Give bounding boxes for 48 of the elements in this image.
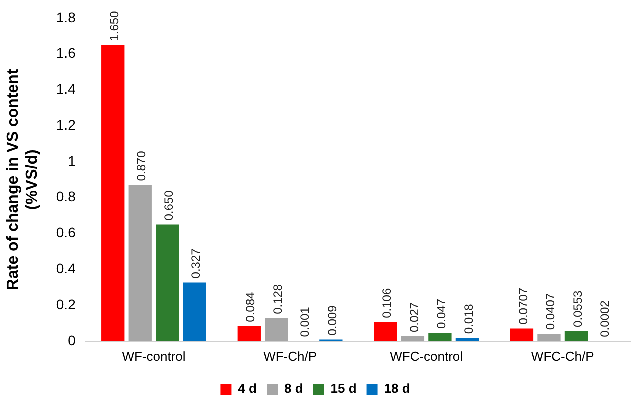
bar — [265, 318, 288, 342]
y-axis-title: Rate of change in VS content (%VS/d) — [5, 68, 42, 291]
bar — [564, 331, 588, 342]
bar — [510, 328, 534, 342]
bar — [401, 336, 425, 342]
data-label: 0.327 — [189, 248, 204, 279]
x-tick-label: WF-control — [122, 348, 186, 364]
bar — [238, 326, 261, 342]
data-label: 0.0407 — [544, 293, 558, 330]
y-tick-label: 0.2 — [56, 296, 76, 312]
bar — [428, 332, 452, 342]
data-label: 0.001 — [298, 306, 312, 338]
y-tick-label: 1.4 — [56, 81, 76, 98]
y-tick-label: 0.6 — [56, 224, 76, 241]
bar — [538, 334, 561, 342]
bar — [156, 224, 180, 342]
bar — [128, 185, 152, 342]
y-tick-label: 1.2 — [56, 116, 76, 133]
data-label: 0.0707 — [516, 288, 530, 325]
x-tick-label: WF-Ch/P — [264, 348, 318, 364]
data-label: 0.018 — [462, 304, 476, 334]
y-tick-label: 1.6 — [56, 45, 76, 62]
data-label: 0.650 — [162, 190, 176, 221]
data-label: 1.650 — [107, 10, 122, 42]
bar — [183, 282, 206, 342]
x-tick-label: WFC-Ch/P — [531, 348, 594, 364]
data-label: 0.084 — [244, 292, 258, 322]
data-label: 0.0553 — [570, 290, 585, 328]
legend-label: 15 d — [330, 381, 357, 396]
y-tick-label: 1.8 — [56, 9, 76, 26]
legend-label: 4 d — [238, 381, 258, 396]
data-label: 0.106 — [380, 288, 394, 318]
bar — [102, 45, 125, 342]
bar — [374, 322, 398, 342]
data-label: 0.047 — [434, 298, 449, 329]
legend-label: 18 d — [384, 381, 410, 396]
y-tick-label: 1 — [68, 152, 76, 169]
data-label: 0.128 — [270, 284, 285, 314]
bar — [456, 338, 480, 342]
data-label: 0.027 — [407, 302, 422, 333]
x-tick-label: WFC-control — [390, 348, 464, 364]
data-label: 0.009 — [325, 305, 340, 336]
y-tick-label: 0.4 — [56, 260, 76, 276]
legend-label: 8 d — [284, 381, 304, 396]
data-label: 0.870 — [134, 150, 149, 182]
y-tick-label: 0 — [68, 332, 76, 348]
data-label: 0.0002 — [598, 300, 612, 338]
y-tick-label: 0.8 — [56, 188, 76, 205]
